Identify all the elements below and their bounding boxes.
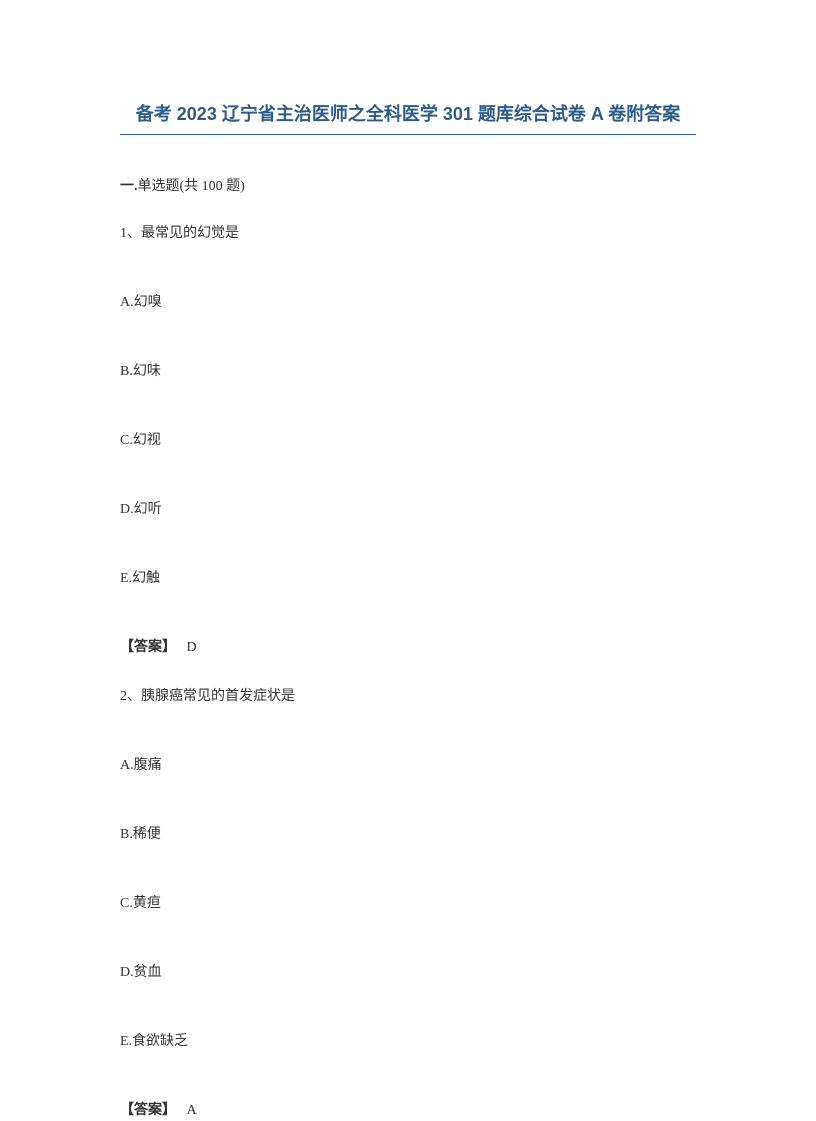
question-text: 最常见的幻觉是: [141, 226, 239, 241]
section-header: 一.单选题(共 100 题): [120, 175, 696, 195]
answer-label: 【答案】: [120, 640, 176, 655]
option-1e: E.幻触: [120, 568, 696, 589]
option-2d: D.贫血: [120, 962, 696, 983]
option-text: 幻味: [133, 364, 161, 379]
option-1d: D.幻听: [120, 499, 696, 520]
option-label: E.: [120, 571, 132, 586]
answer-1: 【答案】 D: [120, 637, 696, 658]
option-1a: A.幻嗅: [120, 292, 696, 313]
option-text: 腹痛: [134, 758, 162, 773]
option-text: 黄疸: [133, 896, 161, 911]
option-2e: E.食欲缺乏: [120, 1031, 696, 1052]
option-2b: B.稀便: [120, 824, 696, 845]
option-text: 食欲缺乏: [132, 1034, 188, 1049]
question-text: 胰腺癌常见的首发症状是: [141, 689, 295, 704]
option-1c: C.幻视: [120, 430, 696, 451]
question-number: 1、: [120, 226, 141, 241]
answer-label: 【答案】: [120, 1103, 176, 1118]
option-text: 幻嗅: [134, 295, 162, 310]
option-label: D.: [120, 965, 134, 980]
question-2: 2、胰腺癌常见的首发症状是: [120, 686, 696, 707]
option-text: 稀便: [133, 827, 161, 842]
option-label: A.: [120, 295, 134, 310]
section-prefix: 一.: [120, 179, 138, 194]
question-number: 2、: [120, 689, 141, 704]
option-2c: C.黄疸: [120, 893, 696, 914]
document-title: 备考 2023 辽宁省主治医师之全科医学 301 题库综合试卷 A 卷附答案: [120, 100, 696, 135]
option-label: E.: [120, 1034, 132, 1049]
option-label: D.: [120, 502, 134, 517]
option-text: 幻听: [134, 502, 162, 517]
option-label: C.: [120, 433, 133, 448]
answer-2: 【答案】 A: [120, 1100, 696, 1121]
option-2a: A.腹痛: [120, 755, 696, 776]
option-text: 幻触: [132, 571, 160, 586]
section-count: (共 100 题): [180, 179, 245, 194]
option-text: 贫血: [134, 965, 162, 980]
option-label: A.: [120, 758, 134, 773]
answer-value: A: [187, 1103, 197, 1118]
answer-value: D: [187, 640, 197, 655]
question-1: 1、最常见的幻觉是: [120, 223, 696, 244]
option-label: C.: [120, 896, 133, 911]
option-label: B.: [120, 364, 133, 379]
option-1b: B.幻味: [120, 361, 696, 382]
option-text: 幻视: [133, 433, 161, 448]
option-label: B.: [120, 827, 133, 842]
section-type: 单选题: [138, 179, 180, 194]
